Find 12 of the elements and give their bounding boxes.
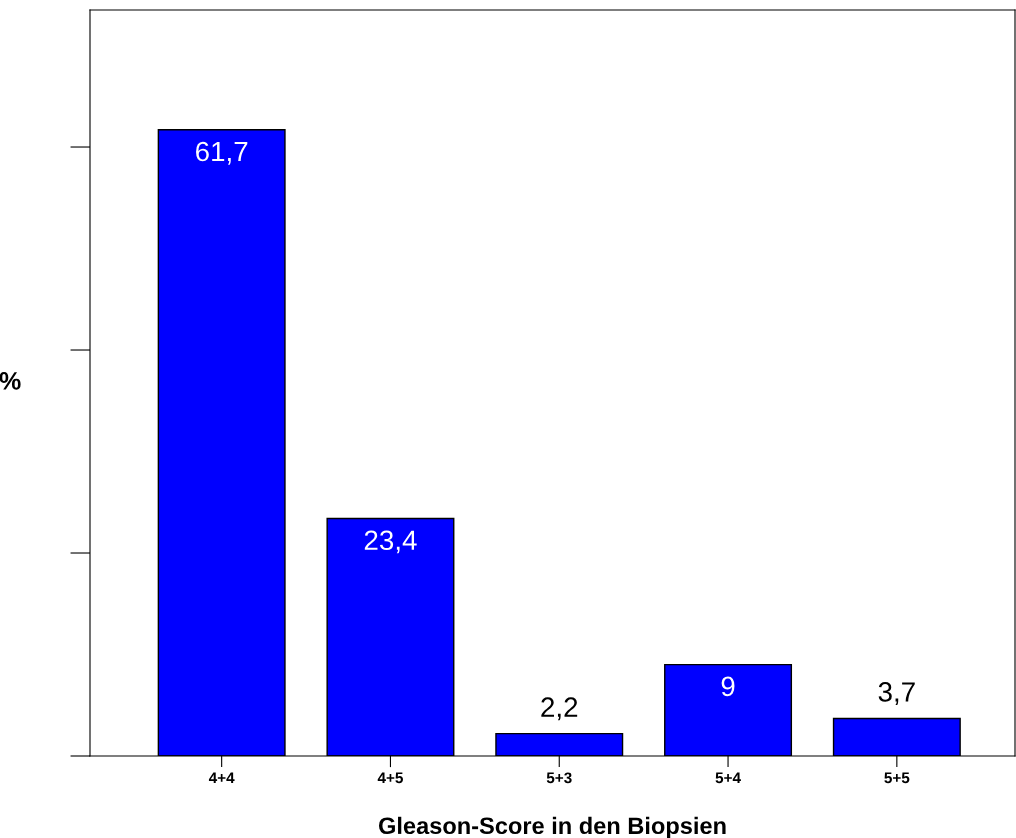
data-label: 23,4 — [364, 530, 417, 554]
x-tick-label: 4+4 — [208, 772, 235, 784]
y-axis-title: % — [0, 372, 21, 390]
x-tick-label: 5+5 — [884, 772, 910, 784]
data-label: 9 — [721, 676, 735, 697]
x-tick-label: 5+3 — [546, 772, 572, 784]
x-axis-title: Gleason-Score in den Biopsien — [378, 816, 726, 838]
x-tick-label: 5+4 — [715, 772, 741, 784]
data-label: 2,2 — [541, 697, 578, 721]
data-label: 61,7 — [196, 141, 248, 165]
x-tick-label: 4+5 — [377, 772, 403, 784]
data-label: 3,7 — [878, 682, 915, 706]
